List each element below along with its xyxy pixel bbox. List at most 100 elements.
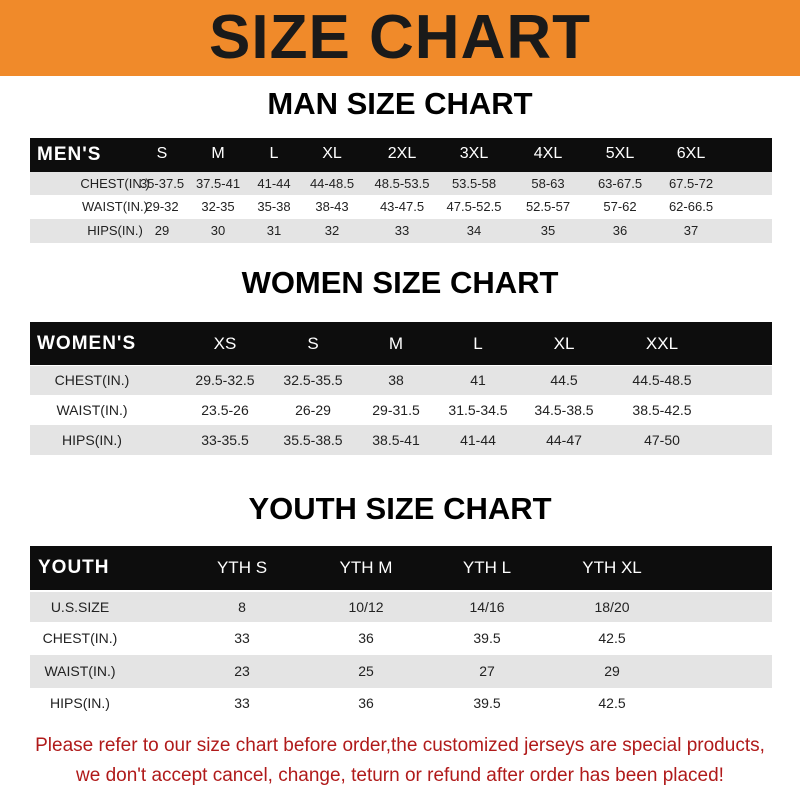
size-header: XS (213, 333, 237, 353)
men-section-title: MAN SIZE CHART (267, 86, 533, 121)
table-cell: 37.5-41 (195, 175, 241, 191)
table-cell: 23 (234, 663, 250, 680)
table-cell: 44-47 (546, 431, 582, 448)
header-label: WOMEN'S (37, 332, 137, 354)
table-cell: 10/12 (348, 598, 384, 615)
table-cell: 35 (540, 223, 556, 239)
table-cell: 42.5 (598, 630, 626, 647)
table-cell: 44.5-48.5 (632, 372, 692, 389)
table-cell: 35-38 (257, 199, 291, 215)
size-header: 6XL (676, 145, 706, 162)
table-cell: 31 (266, 223, 282, 239)
table-cell: 44.5 (550, 372, 578, 389)
table-cell: 33 (234, 694, 250, 711)
youth-header-row: YOUTH YTH S YTH M YTH L YTH XL (30, 546, 772, 590)
youth-section-title: YOUTH SIZE CHART (248, 491, 552, 526)
table-row: WAIST(IN.) 23.5-26 26-29 29-31.5 31.5-34.5 34… (30, 395, 772, 425)
size-header: 3XL (459, 145, 489, 162)
banner-title: SIZE CHART (209, 3, 591, 72)
table-row: U.S.SIZE 8 10/12 14/16 18/20 (30, 592, 772, 622)
row-label: CHEST(IN.) (54, 372, 130, 389)
table-row: CHEST(IN.) 35-37.5 37.5-41 41-44 44-48.5 48.5… (30, 172, 772, 195)
table-cell: 38.5-41 (372, 431, 420, 448)
row-label: WAIST(IN.) (56, 401, 128, 418)
women-section-title: WOMEN SIZE CHART (241, 265, 559, 300)
row-label: U.S.SIZE (50, 598, 110, 615)
table-row: HIPS(IN.) 33-35.5 35.5-38.5 38.5-41 41-44 44-… (30, 425, 772, 455)
table-cell: 41-44 (460, 431, 496, 448)
table-cell: 39.5 (473, 630, 501, 647)
men-header-row: MEN'S S M L XL 2XL 3XL 4XL 5XL 6XL (30, 138, 772, 172)
table-cell: 23.5-26 (201, 401, 249, 418)
table-cell: 34 (466, 223, 482, 239)
table-cell: 29-32 (145, 199, 179, 215)
table-cell: 41-44 (257, 175, 291, 191)
table-cell: 29 (154, 223, 170, 239)
table-cell: 47.5-52.5 (446, 199, 502, 215)
table-cell: 38-43 (315, 199, 349, 215)
size-header: L (269, 145, 279, 162)
size-header: S (307, 333, 319, 353)
table-cell: 36 (612, 223, 628, 239)
size-header: YTH L (462, 558, 512, 577)
size-header: 4XL (533, 145, 563, 162)
table-cell: 33 (394, 223, 410, 239)
row-label: HIPS(IN.) (50, 694, 110, 711)
table-row: CHEST(IN.) 33 36 39.5 42.5 (30, 622, 772, 655)
size-header: L (473, 333, 483, 353)
table-cell: 53.5-58 (451, 175, 497, 191)
table-cell: 27 (479, 663, 495, 680)
table-cell: 34.5-38.5 (534, 401, 594, 418)
table-cell: 38.5-42.5 (632, 401, 692, 418)
table-cell: 58-63 (531, 175, 565, 191)
table-cell: 57-62 (603, 199, 637, 215)
row-label: WAIST(IN.) (44, 663, 116, 680)
table-cell: 32 (324, 223, 340, 239)
table-cell: 33 (234, 630, 250, 647)
table-row: WAIST(IN.) 23 25 27 29 (30, 655, 772, 688)
row-label: HIPS(IN.) (87, 223, 143, 239)
size-header: 5XL (605, 145, 635, 162)
table-cell: 47-50 (644, 431, 680, 448)
table-cell: 30 (210, 223, 226, 239)
table-row: HIPS(IN.) 29 30 31 32 33 34 35 36 37 (30, 219, 772, 243)
header-label: MEN'S (37, 144, 102, 165)
header-label: YOUTH (38, 557, 110, 578)
table-cell: 35-37.5 (139, 175, 185, 191)
size-header: M (388, 333, 404, 353)
table-cell: 42.5 (598, 694, 626, 711)
table-cell: 62-66.5 (668, 199, 714, 215)
table-cell: 29.5-32.5 (195, 372, 255, 389)
row-label: WAIST(IN.) (82, 199, 148, 215)
table-cell: 67.5-72 (668, 175, 714, 191)
table-cell: 32.5-35.5 (283, 372, 343, 389)
table-row: HIPS(IN.) 33 36 39.5 42.5 (30, 688, 772, 718)
table-cell: 26-29 (295, 401, 331, 418)
table-row: WAIST(IN.) 29-32 32-35 35-38 38-43 43-47.5 47.… (30, 195, 772, 219)
size-header: M (211, 145, 225, 162)
table-cell: 32-35 (201, 199, 235, 215)
table-cell: 52.5-57 (525, 199, 571, 215)
footer-notice-line-1: Please refer to our size chart before or… (35, 735, 765, 756)
table-cell: 18/20 (594, 598, 630, 615)
size-header: YTH S (216, 558, 268, 577)
table-cell: 33-35.5 (201, 431, 249, 448)
row-label: CHEST(IN.) (42, 630, 118, 647)
row-label: HIPS(IN.) (62, 431, 122, 448)
table-cell: 31.5-34.5 (448, 401, 508, 418)
table-cell: 63-67.5 (597, 175, 643, 191)
table-cell: 36 (358, 630, 374, 647)
table-cell: 8 (238, 598, 246, 615)
table-cell: 29 (604, 663, 620, 680)
size-header: YTH XL (582, 558, 642, 577)
table-cell: 44-48.5 (309, 175, 355, 191)
table-cell: 35.5-38.5 (283, 431, 343, 448)
size-header: XL (553, 333, 575, 353)
footer-notice-line-2: we don't accept cancel, change, teturn o… (76, 765, 724, 786)
table-cell: 29-31.5 (372, 401, 420, 418)
table-cell: 41 (470, 372, 486, 389)
women-header-row: WOMEN'S XS S M L XL XXL (30, 322, 772, 365)
size-header: XL (322, 145, 342, 162)
table-cell: 25 (358, 663, 374, 680)
